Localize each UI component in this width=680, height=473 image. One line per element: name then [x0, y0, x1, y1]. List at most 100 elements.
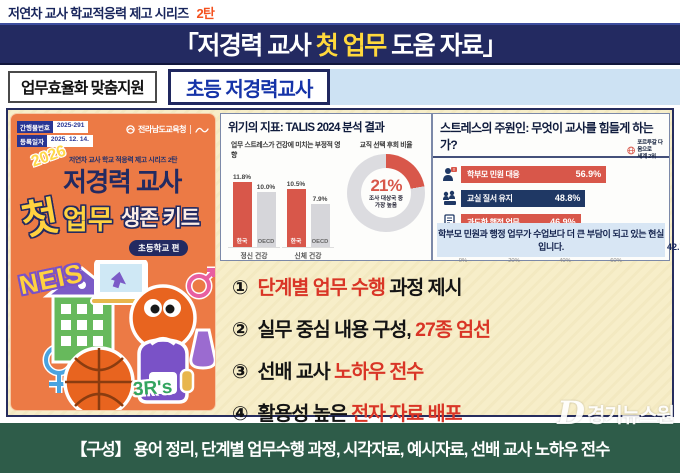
bar-chart-subtitle: 업무 스트레스가 건강에 미치는 부정적 영향 [231, 142, 341, 159]
donut-caption-1: 조사 대상국 중 [369, 195, 403, 202]
title-suffix: 도움 자료」 [385, 32, 507, 60]
orange-character-icon [129, 284, 197, 352]
org-emblem-icon [126, 125, 135, 134]
poster-cover: 간행물번호 2025-291 등록일자 2025. 12. 14. 전라남도교육… [10, 113, 216, 411]
series-text: 저연차 교사 학교적응력 제고 시리즈 [8, 6, 189, 21]
bar-korea: 한국 [286, 189, 306, 247]
regret-donut-chart: 교직 선택 후회 비율 21% 조사 대상국 중 가장 높음 [341, 137, 431, 260]
poster-series-line: 저연차 교사 학교 적응력 제고 시리즈 2탄 [69, 157, 178, 164]
bar-korea-physical: 10.5% 한국 [286, 181, 306, 247]
crisis-panel: 위기의 지표: TALIS 2024 분석 결과 업무 스트레스가 건강에 미치… [220, 113, 432, 261]
stress-panel: 스트레스의 주원인: 무엇이 교사를 힘들게 하는가? ! 학부모 민원 대응 … [432, 113, 680, 264]
composition-text: 【구성】 용어 정리, 단계별 업무수행 과정, 시각자료, 예시자료, 선배 … [70, 441, 611, 459]
poster-title-line1: 저경력 교사 [63, 167, 182, 197]
crisis-panel-title: 위기의 지표: TALIS 2024 분석 결과 [228, 122, 385, 134]
bar-oecd: OECD [256, 192, 276, 247]
series-badge: 2탄 [196, 6, 215, 21]
feature-text: 과정 제시 [384, 277, 462, 299]
sticker-3rs: 3R's [132, 376, 174, 401]
bar-series-label: 한국 [290, 239, 302, 245]
composition-footer: 【구성】 용어 정리, 단계별 업무수행 과정, 시각자료, 예시자료, 선배 … [0, 423, 680, 473]
parent-complaint-icon: ! [439, 166, 461, 182]
bar-oecd: OECD [310, 203, 330, 247]
stress-bar-label: 과도한 행정 업무 [467, 217, 520, 227]
main-content: 간행물번호 2025-291 등록일자 2025. 12. 14. 전라남도교육… [6, 108, 680, 425]
series-label: 저연차 교사 학교적응력 제고 시리즈 2탄 [8, 3, 215, 22]
axis-tick: 0% [458, 258, 468, 264]
stress-bar-label: 교실 질서 유지 [467, 193, 513, 203]
pub-no-row: 간행물번호 2025-291 [17, 121, 93, 133]
donut-ring: 21% 조사 대상국 중 가장 높음 [347, 154, 425, 232]
axis-tick: 20% [508, 258, 520, 264]
tag-audience: 초등 저경력교사 [168, 69, 331, 105]
tag-support: 업무효율화 맞춤지원 [8, 71, 157, 103]
stress-bar-value: 48.8% [554, 193, 581, 203]
stress-row-classroom: 교실 질서 유지 48.8% [439, 186, 663, 210]
feature-item-4: ④ 활용성 높은 전자 자료 배포 [232, 397, 672, 426]
bar-oecd-physical: 7.9% OECD [310, 195, 330, 247]
decorative-swoosh [305, 69, 680, 105]
bar-group-mental: 11.8% 한국 10.0% OECD [228, 163, 280, 260]
poster-illustration [42, 260, 215, 410]
pub-no-value: 2025-291 [52, 121, 89, 133]
poster-publication-info: 간행물번호 2025-291 등록일자 2025. 12. 14. [17, 121, 93, 149]
watermark-logo: D [557, 393, 585, 432]
svg-text:!: ! [453, 167, 455, 172]
feature-item-2: ② 실무 중심 내용 구성, 27종 엄선 [232, 313, 672, 342]
globe-icon [627, 146, 635, 155]
bar-korea-mental: 11.8% 한국 [232, 174, 252, 247]
stress-x-axis: 0% 20% 40% 60% [458, 258, 663, 267]
feature-highlight: 27종 엄선 [415, 319, 491, 341]
stress-bar: 학부모 민원 대응 56.9% [461, 165, 607, 183]
donut-subtitle: 교직 선택 후회 비율 [359, 142, 413, 149]
tag-row: 업무효율화 맞춤지원 초등 저경력교사 [0, 65, 680, 108]
male-symbol-icon-inner [187, 268, 215, 298]
feature-item-3: ③ 선배 교사 노하우 전수 [232, 355, 672, 384]
watermark-name: 경기뉴스원 [587, 405, 675, 427]
title-highlight: 첫 업무 [315, 32, 387, 60]
bar-series-label: OECD [257, 239, 275, 245]
reg-date-row: 등록일자 2025. 12. 14. [17, 135, 93, 147]
stress-bar-value: 46.9% [550, 217, 576, 227]
feature-number: ① [232, 277, 248, 299]
feature-list: ① 단계별 업무 수행 과정 제시 ② 실무 중심 내용 구성, 27종 엄선 … [220, 262, 672, 426]
feature-text: 실무 중심 내용 구성, [257, 319, 416, 341]
series-strip: 저연차 교사 학교적응력 제고 시리즈 2탄 [0, 0, 680, 23]
poster-title-word: 업무 [63, 205, 113, 235]
pub-no-label: 간행물번호 [17, 121, 53, 133]
org-name: 전라남도교육청 [137, 125, 187, 134]
feature-highlight: 전자 자료 배포 [351, 403, 462, 425]
feature-text: 활용성 높은 [257, 403, 352, 425]
feature-item-1: ① 단계별 업무 수행 과정 제시 [232, 271, 672, 300]
reg-date-value: 2025. 12. 14. [46, 135, 93, 147]
world-rank-annotation: 포르투갈 다음으로 세계 2위 [627, 140, 667, 161]
feature-text: 선배 교사 [257, 361, 335, 383]
reg-date-label: 등록일자 [17, 135, 47, 147]
news-watermark: D 경기뉴스원 [557, 393, 675, 432]
annotation-text: 포르투갈 다음으로 세계 2위 [637, 140, 667, 161]
bar-series-label: OECD [311, 239, 329, 245]
group-label: 신체 건강 [294, 253, 322, 260]
stress-bar-value: 56.9% [575, 169, 602, 179]
bar-group-physical: 10.5% 한국 7.9% OECD [282, 163, 334, 260]
feature-highlight: 단계별 업무 수행 [257, 277, 386, 299]
poster-title-first: 첫 [18, 194, 63, 244]
donut-value: 21% [370, 175, 402, 195]
group-label: 정신 건강 [240, 253, 268, 260]
classroom-order-icon [439, 190, 461, 206]
axis-tick: 40% [559, 258, 571, 264]
feature-number: ③ [232, 361, 248, 383]
stress-row-parents: ! 학부모 민원 대응 56.9% [439, 162, 663, 186]
page-title: 「저경력 교사 첫 업무 도움 자료」 [173, 26, 508, 62]
poster-title-rest: 생존 키트 [121, 207, 200, 230]
annotation-line1: 포르투갈 다음으로 [637, 140, 663, 153]
stress-panel-title: 스트레스의 주원인: 무엇이 교사를 힘들게 하는가? [433, 114, 669, 158]
title-prefix: 「저경력 교사 [173, 32, 316, 60]
bar-value: 10.0% [256, 184, 276, 191]
bar-value: 7.9% [312, 195, 328, 203]
axis-tick: 60% [610, 258, 622, 264]
bar-series-label: 한국 [236, 239, 248, 245]
bar-groups: 11.8% 한국 10.0% OECD [221, 163, 341, 260]
feature-highlight: 노하우 전수 [334, 361, 424, 383]
